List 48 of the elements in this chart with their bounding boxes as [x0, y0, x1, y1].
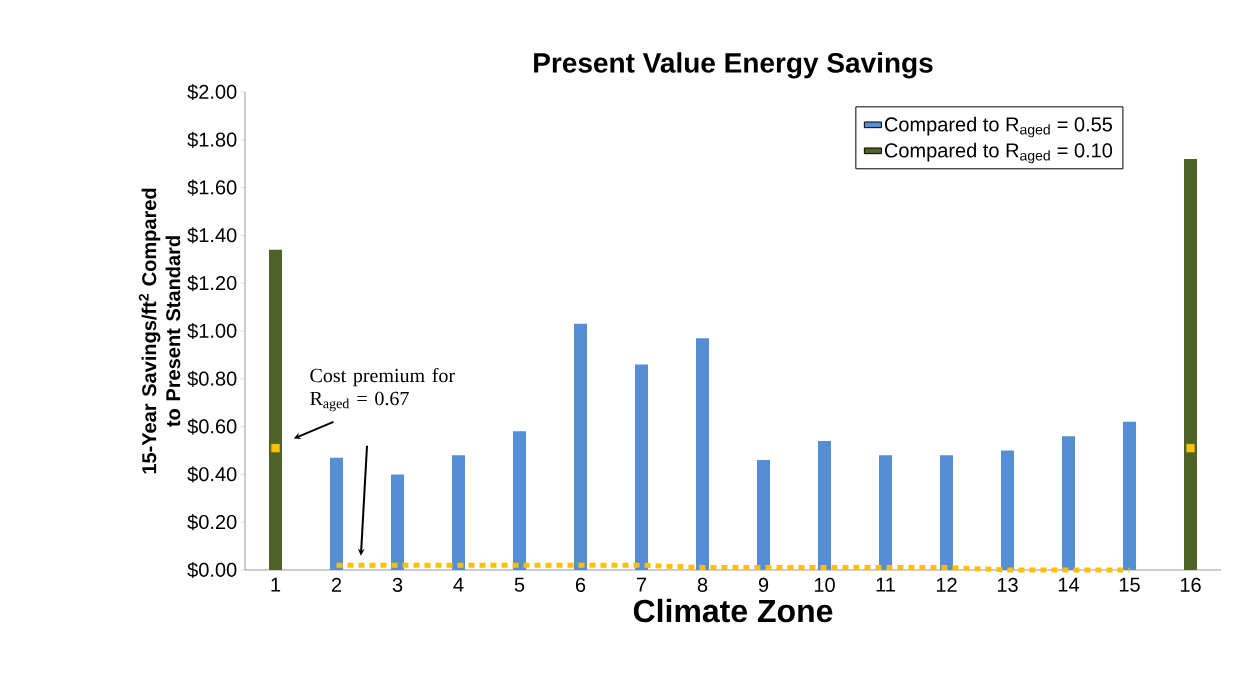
bar — [574, 323, 588, 570]
x-tick-label: 10 — [814, 577, 835, 592]
x-tick-label: 11 — [876, 577, 895, 592]
y-tick-label: $0.40 — [187, 466, 237, 483]
bar — [940, 455, 954, 570]
x-tick-label: 13 — [997, 577, 1018, 592]
y-tick-label: $0.80 — [187, 370, 237, 387]
x-tick-label: 8 — [697, 577, 708, 592]
x-tick-label: 16 — [1180, 577, 1201, 592]
y-tick-label: $1.00 — [187, 322, 237, 340]
chart-title: Present Value Energy Savings — [534, 52, 933, 79]
legend-label: Compared to R$_{aged}$ = 0.10 — [884, 142, 1113, 164]
y-tick-label: $0.00 — [187, 561, 237, 579]
x-tick-label: 14 — [1058, 577, 1080, 592]
annotation: Cost premium for R$_{aged}$ = 0.67 — [310, 367, 455, 412]
bar — [635, 364, 649, 570]
bar — [269, 249, 283, 570]
x-tick-label: 12 — [936, 577, 957, 592]
x-tick-label: 4 — [453, 577, 464, 592]
bar — [391, 474, 405, 570]
legend-label: Compared to R$_{aged}$ = 0.55 — [884, 116, 1113, 138]
bar — [513, 431, 527, 570]
y-tick-label: $1.20 — [187, 275, 237, 292]
bar — [452, 455, 466, 570]
x-axis-title: Climate Zone — [633, 598, 833, 623]
bar — [330, 457, 344, 570]
bar — [1123, 421, 1136, 570]
bar — [818, 440, 831, 570]
x-tick-label: 2 — [331, 577, 342, 592]
y-tick-label: $1.80 — [187, 131, 237, 148]
x-tick-label: 15 — [1119, 577, 1140, 592]
x-tick-label: 1 — [271, 577, 281, 592]
x-tick-label: 9 — [758, 577, 769, 592]
y-tick-label: $1.60 — [187, 179, 237, 196]
x-tick-label: 6 — [575, 577, 586, 592]
x-tick-label: 5 — [514, 577, 525, 592]
bar — [1184, 158, 1197, 570]
x-tick-label: 3 — [392, 577, 403, 592]
bar — [1062, 436, 1076, 570]
x-tick-label: 7 — [636, 577, 647, 592]
bar — [1001, 450, 1015, 570]
bar — [757, 460, 770, 570]
bar — [696, 338, 710, 570]
y-tick-label: $1.40 — [187, 227, 237, 244]
bar — [879, 455, 893, 570]
y-tick-label: $0.20 — [187, 514, 237, 531]
y-tick-label: $2.00 — [187, 83, 237, 101]
y-tick-label: $0.60 — [187, 418, 237, 435]
